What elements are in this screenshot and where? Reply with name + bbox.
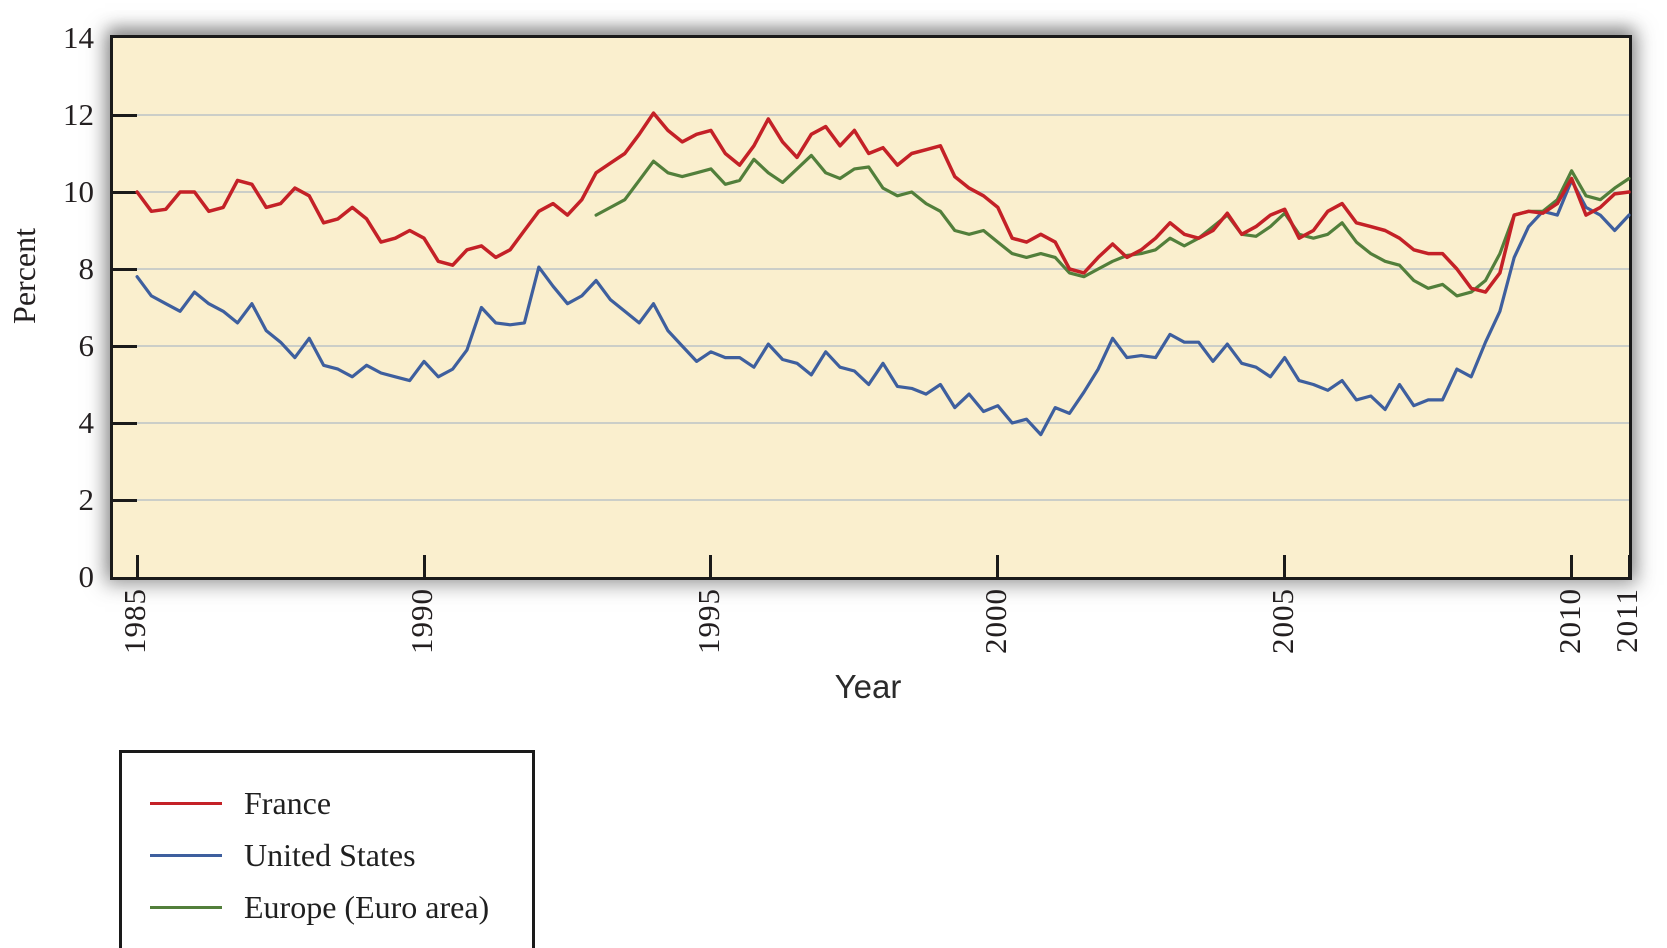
gridline-6: [113, 345, 1629, 347]
y-label-0: 0: [78, 559, 95, 594]
legend-item-united-states: United States: [122, 829, 532, 881]
line-europe-euro-area: [594, 153, 1631, 298]
y-label-4: 4: [78, 405, 95, 440]
x-label-2000: 2000: [977, 588, 1013, 654]
x-label-1985: 1985: [117, 588, 153, 654]
x-tick-2000: [996, 555, 1000, 577]
plot-inner: [113, 38, 1631, 577]
y-label-6: 6: [78, 328, 95, 363]
y-label-8: 8: [78, 251, 95, 286]
series-plot: [135, 111, 1631, 437]
y-tick-4: [113, 421, 137, 425]
united-states-line-swatch: [150, 853, 222, 857]
x-tick-2010: [1570, 555, 1574, 577]
y-label-14: 14: [63, 20, 94, 55]
gridline-12: [113, 114, 1629, 116]
legend-label-europe: Europe (Euro area): [244, 888, 490, 925]
line-france: [135, 111, 1631, 294]
x-label-2010: 2010: [1551, 588, 1587, 654]
gridline-10: [113, 191, 1629, 193]
y-tick-12: [113, 113, 137, 117]
gridline-2: [113, 499, 1629, 501]
france-line-swatch: [150, 801, 222, 805]
x-label-2011: 2011: [1609, 588, 1644, 653]
x-label-1995: 1995: [690, 588, 726, 654]
y-tick-10: [113, 190, 137, 194]
y-axis-title: Percent: [6, 228, 42, 324]
y-label-12: 12: [63, 97, 94, 132]
x-axis-title: Year: [834, 668, 902, 705]
gridline-8: [113, 268, 1629, 270]
y-label-2: 2: [78, 482, 95, 517]
y-label-10: 10: [63, 174, 94, 209]
europe-line-swatch: [150, 905, 222, 909]
x-tick-2011: [1627, 555, 1631, 577]
plot-area: [110, 35, 1632, 580]
legend-label-france: France: [244, 784, 332, 821]
legend-item-france: France: [122, 777, 532, 829]
line-united-states: [135, 178, 1631, 437]
x-tick-1995: [709, 555, 713, 577]
x-label-2005: 2005: [1264, 588, 1300, 654]
y-tick-6: [113, 344, 137, 348]
legend-item-europe: Europe (Euro area): [122, 881, 532, 933]
x-tick-1990: [422, 555, 426, 577]
legend-label-united-states: United States: [244, 836, 416, 873]
y-tick-8: [113, 267, 137, 271]
gridline-4: [113, 422, 1629, 424]
x-label-1990: 1990: [404, 588, 439, 654]
x-tick-2005: [1283, 555, 1287, 577]
y-tick-2: [113, 498, 137, 502]
legend-box: France United States Europe (Euro area): [119, 750, 535, 948]
x-tick-1985: [135, 555, 139, 577]
